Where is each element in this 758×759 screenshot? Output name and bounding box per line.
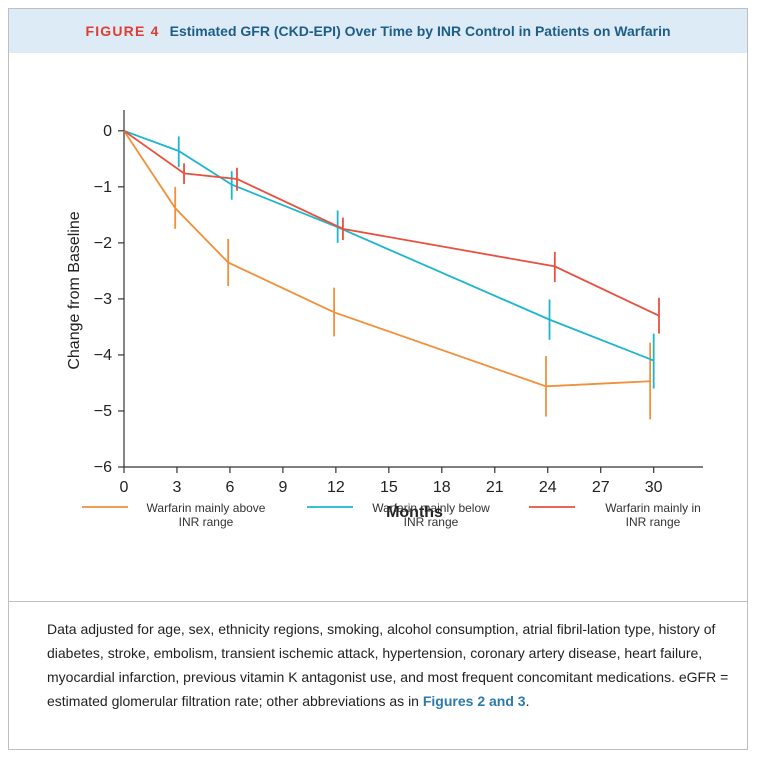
y-tick-label: −6 [94,459,112,476]
series-1 [123,130,652,420]
x-tick-label: 24 [539,479,557,496]
x-tick-label: 12 [327,479,345,496]
chart-axes: 0 3 6 9 12 15 18 21 24 27 30 0 −1 −2 −3 −4 −5 −6 Months Cha… [66,110,703,521]
figure-title: Estimated GFR (CKD-EPI) Over Time by INR… [169,23,671,39]
legend-label: INR range [179,515,234,529]
x-tick-label: 0 [120,479,129,496]
y-tick-label: −3 [94,291,112,308]
line-chart: 0 3 6 9 12 15 18 21 24 27 30 0 −1 −2 −3 −4 −5 −6 Months Cha… [66,110,703,529]
caption-divider [9,601,747,602]
y-tick-label: −2 [94,235,112,252]
chart-series [123,129,660,420]
legend-label: INR range [626,515,681,529]
x-tick-label: 9 [278,479,287,496]
legend-label: Warfarin mainly in [605,501,701,515]
y-tick-label: −5 [94,403,112,420]
figure-header: FIGURE 4 Estimated GFR (CKD-EPI) Over Ti… [9,9,747,53]
legend-label: INR range [404,515,459,529]
x-tick-label: 27 [592,479,610,496]
x-tick-label: 6 [225,479,234,496]
series-line [123,130,651,388]
caption-end: . [525,693,530,709]
y-tick-label: 0 [103,123,112,140]
x-tick-label: 30 [645,479,663,496]
x-tick-label: 21 [486,479,504,496]
figures-link[interactable]: Figures 2 and 3 [422,693,526,709]
series-3 [123,130,660,334]
y-tick-label: −4 [94,347,112,364]
legend-label: Warfarin mainly above [147,501,266,515]
series-line [123,129,655,362]
y-tick-label: −1 [94,179,112,196]
chart-area: 0 3 6 9 12 15 18 21 24 27 30 0 −1 −2 −3 −4 −5 −6 Months Cha… [9,53,747,601]
x-tick-label: 15 [380,479,398,496]
figure-caption: Data adjusted for age, sex, ethnicity re… [47,617,737,713]
figure-label: FIGURE 4 [85,23,160,39]
legend-label: Warfarin mainly below [372,501,490,515]
series-line [123,130,660,317]
figure-container: FIGURE 4 Estimated GFR (CKD-EPI) Over Ti… [8,8,748,750]
x-tick-label: 18 [433,479,451,496]
x-axis-title: Months [386,504,443,521]
x-tick-label: 3 [173,479,182,496]
y-axis-title: Change from Baseline [66,211,83,369]
series-2 [123,129,655,389]
caption-text: Data adjusted for age, sex, ethnicity re… [47,621,729,709]
